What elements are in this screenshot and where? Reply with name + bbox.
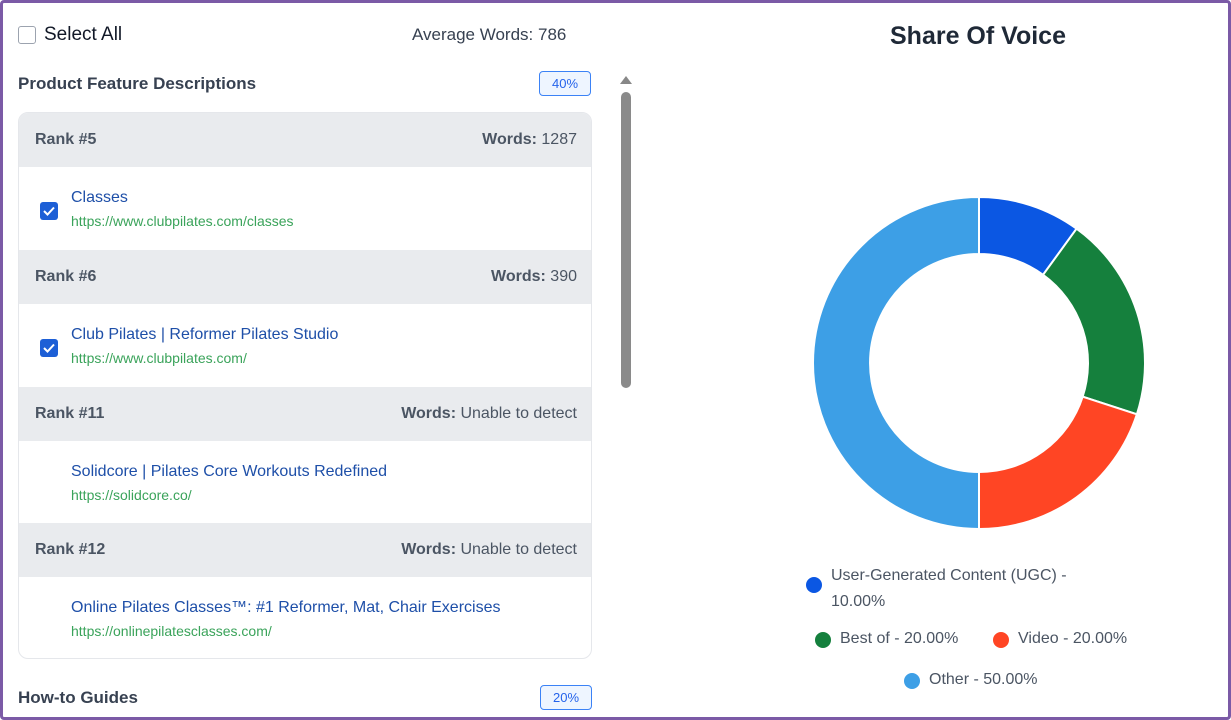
scroll-up-arrow-icon[interactable] [620, 76, 632, 84]
result-title-link[interactable]: Club Pilates | Reformer Pilates Studio [71, 326, 339, 343]
rank-label: Rank #11 [35, 405, 105, 422]
result-url[interactable]: https://www.clubpilates.com/ [71, 350, 247, 366]
rank-label: Rank #6 [35, 268, 97, 285]
word-count-label: Words: [491, 268, 546, 285]
legend-swatch [806, 577, 822, 593]
legend-swatch [904, 673, 920, 689]
result-checkbox[interactable] [40, 339, 58, 357]
check-icon [43, 343, 55, 353]
chart-title: Share Of Voice [890, 22, 1066, 50]
result-entry: Solidcore | Pilates Core Workouts Redefi… [19, 441, 591, 523]
results-card: Rank #5 Words: 1287 Classes https://www.… [18, 112, 592, 659]
legend-label-line: User-Generated Content (UGC) - [831, 567, 1067, 584]
legend-label: Other - 50.00% [929, 671, 1038, 688]
average-words: Average Words: 786 [412, 25, 567, 44]
rank-header: Rank #12 Words: Unable to detect [19, 523, 591, 577]
section-title-product-features: Product Feature Descriptions [18, 74, 257, 93]
rank-header: Rank #6 Words: 390 [19, 250, 591, 304]
result-url[interactable]: https://onlinepilatesclasses.com/ [71, 623, 272, 639]
result-checkbox[interactable] [40, 202, 58, 220]
word-count: Words: 1287 [482, 131, 577, 149]
result-title-link[interactable]: Classes [71, 189, 128, 206]
result-title-link[interactable]: Online Pilates Classes™: #1 Reformer, Ma… [71, 599, 501, 616]
word-count-value: 390 [550, 268, 577, 285]
select-all-checkbox[interactable] [18, 26, 36, 44]
legend-swatch [815, 632, 831, 648]
scrollbar-thumb[interactable] [621, 92, 631, 388]
rank-label: Rank #5 [35, 131, 97, 148]
check-icon [43, 206, 55, 216]
donut-slice-best-of[interactable] [1041, 227, 1146, 416]
result-entry: Online Pilates Classes™: #1 Reformer, Ma… [19, 577, 591, 658]
word-count: Words: Unable to detect [401, 405, 577, 423]
legend-label: Best of - 20.00% [840, 630, 959, 647]
section-percent-badge: 20% [540, 685, 592, 710]
word-count-value: Unable to detect [460, 405, 577, 422]
result-entry: Club Pilates | Reformer Pilates Studio h… [19, 304, 591, 387]
legend-label: User-Generated Content (UGC) - 10.00% [831, 563, 1067, 615]
rank-label: Rank #12 [35, 541, 106, 558]
donut-slice-other[interactable] [812, 196, 980, 530]
select-all-label: Select All [44, 24, 123, 45]
legend-item-ugc[interactable]: User-Generated Content (UGC) - 10.00% [806, 563, 1067, 615]
result-entry: Classes https://www.clubpilates.com/clas… [19, 167, 591, 250]
share-of-voice-donut-chart [812, 196, 1146, 530]
word-count-label: Words: [482, 131, 537, 148]
result-url[interactable]: https://solidcore.co/ [71, 487, 192, 503]
select-all-control[interactable]: Select All [18, 24, 122, 46]
legend-label-line: 10.00% [831, 593, 886, 610]
legend-label: Video - 20.00% [1018, 630, 1128, 647]
legend-item-other[interactable]: Other - 50.00% [904, 671, 1038, 689]
section-title-how-to-guides: How-to Guides [18, 688, 138, 707]
legend-item-best-of[interactable]: Best of - 20.00% [815, 630, 958, 648]
word-count-label: Words: [401, 541, 457, 558]
result-title-link[interactable]: Solidcore | Pilates Core Workouts Redefi… [71, 463, 388, 480]
word-count-value: 1287 [541, 131, 577, 148]
word-count-value: Unable to detect [460, 541, 577, 558]
word-count-label: Words: [401, 405, 457, 422]
word-count: Words: 390 [491, 268, 577, 286]
rank-header: Rank #5 Words: 1287 [19, 113, 591, 167]
donut-slice-video[interactable] [978, 395, 1139, 530]
result-url[interactable]: https://www.clubpilates.com/classes [71, 213, 294, 229]
word-count: Words: Unable to detect [401, 541, 577, 559]
legend-swatch [993, 632, 1009, 648]
legend-item-video[interactable]: Video - 20.00% [993, 630, 1127, 648]
rank-header: Rank #11 Words: Unable to detect [19, 387, 591, 441]
section-percent-badge: 40% [539, 71, 591, 96]
